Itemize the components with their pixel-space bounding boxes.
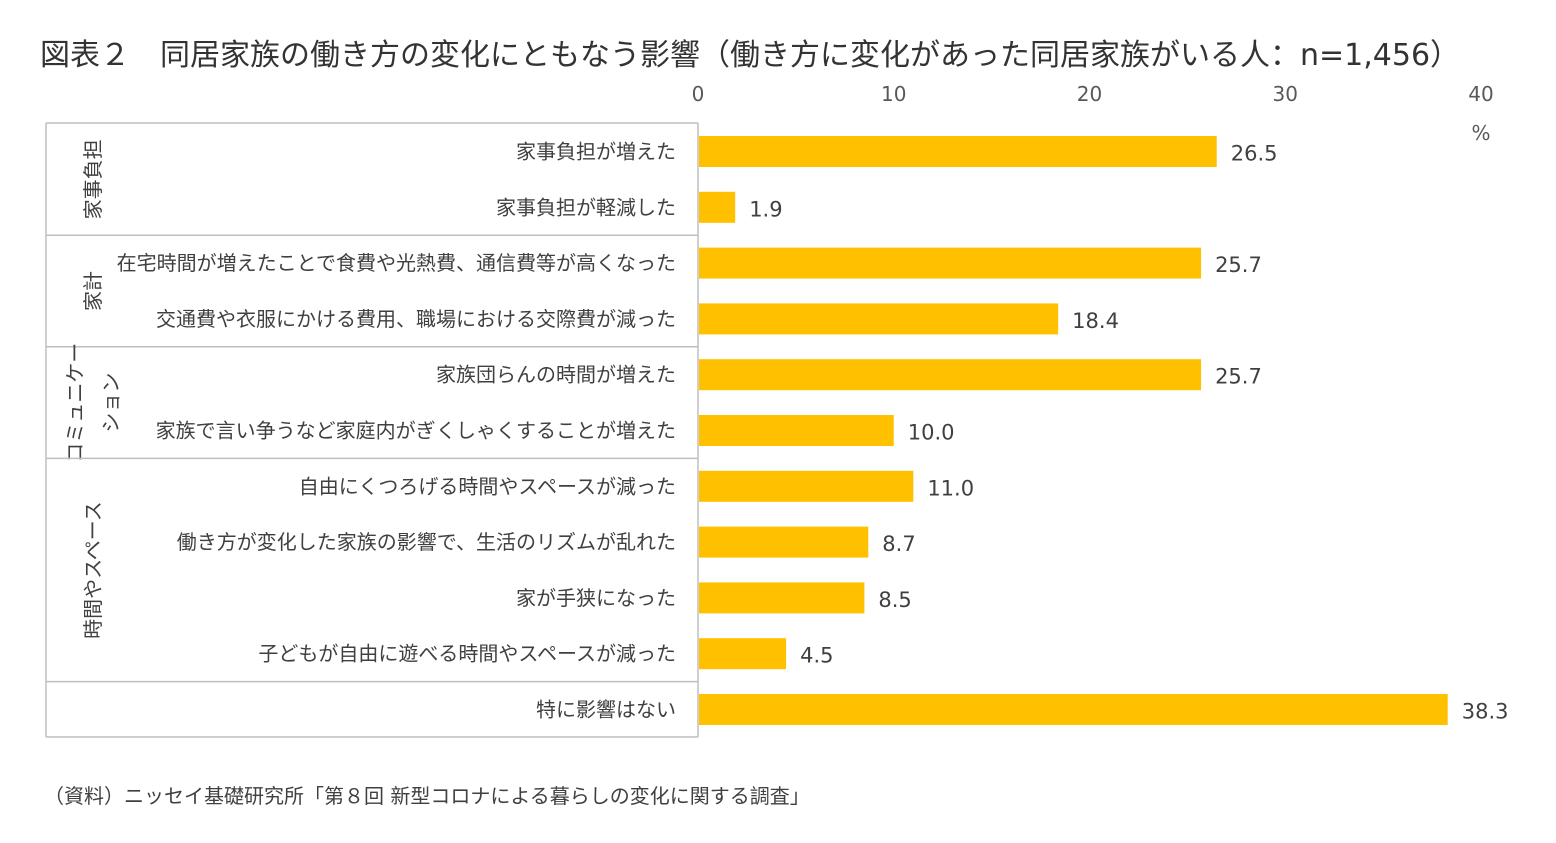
x-tick-label: 40 xyxy=(1468,82,1493,106)
source-note: （資料）ニッセイ基礎研究所「第８回 新型コロナによる暮らしの変化に関する調査」 xyxy=(44,784,810,808)
bar-value-label: 18.4 xyxy=(1072,309,1119,333)
bar-value-label: 8.7 xyxy=(882,532,915,556)
x-tick-label: 20 xyxy=(1077,82,1102,106)
bar-value-label: 4.5 xyxy=(800,644,833,668)
x-tick-label: 0 xyxy=(692,82,705,106)
bar-value-label: 26.5 xyxy=(1231,142,1278,166)
category-label: 家事負担が増えた xyxy=(516,140,676,164)
bar xyxy=(699,582,865,614)
category-label: 家事負担が軽減した xyxy=(496,195,676,219)
bar xyxy=(699,136,1217,167)
category-label: 在宅時間が増えたことで食費や光熱費、通信費等が高くなった xyxy=(117,251,676,275)
category-label: 家族団らんの時間が増えた xyxy=(436,363,676,387)
bar xyxy=(699,303,1059,335)
chart-title: 図表２ 同居家族の働き方の変化にともなう影響（働き方に変化があった同居家族がいる… xyxy=(40,38,1461,73)
bar xyxy=(699,247,1202,279)
bar-value-label: 25.7 xyxy=(1215,365,1262,389)
bar-value-label: 38.3 xyxy=(1462,700,1509,724)
x-tick-label: 10 xyxy=(881,82,906,106)
category-label: 特に影響はない xyxy=(536,698,676,722)
category-label: 家族で言い争うなど家庭内がぎくしゃくすることが増えた xyxy=(156,419,676,443)
bar-value-label: 8.5 xyxy=(878,588,911,612)
category-label: 働き方が変化した家族の影響で、生活のリズムが乱れた xyxy=(177,530,676,554)
category-label: 自由にくつろげる時間やスペースが減った xyxy=(299,474,676,498)
bar xyxy=(699,415,894,446)
group-label: コミュニケー xyxy=(63,343,87,463)
x-tick-label: 30 xyxy=(1273,82,1298,106)
bar-value-label: 10.0 xyxy=(908,421,955,445)
category-label: 家が手狭になった xyxy=(516,586,676,610)
group-label: 時間やスペース xyxy=(81,501,105,639)
bar-value-label: 25.7 xyxy=(1215,253,1262,277)
bar xyxy=(699,359,1202,391)
group-label: 家計 xyxy=(81,271,105,311)
bar-value-label: 1.9 xyxy=(749,197,782,221)
bar xyxy=(699,470,914,502)
bar xyxy=(699,191,736,223)
bar xyxy=(699,638,787,670)
unit-label: % xyxy=(1471,121,1490,145)
group-label: ション xyxy=(99,373,123,433)
group-label: 家事負担 xyxy=(81,139,105,219)
category-label: 交通費や衣服にかける費用、職場における交際費が減った xyxy=(156,307,676,331)
bar-value-label: 11.0 xyxy=(927,476,974,500)
bar xyxy=(699,694,1448,725)
bar xyxy=(699,526,869,558)
category-label: 子どもが自由に遊べる時間やスペースが減った xyxy=(258,642,676,666)
